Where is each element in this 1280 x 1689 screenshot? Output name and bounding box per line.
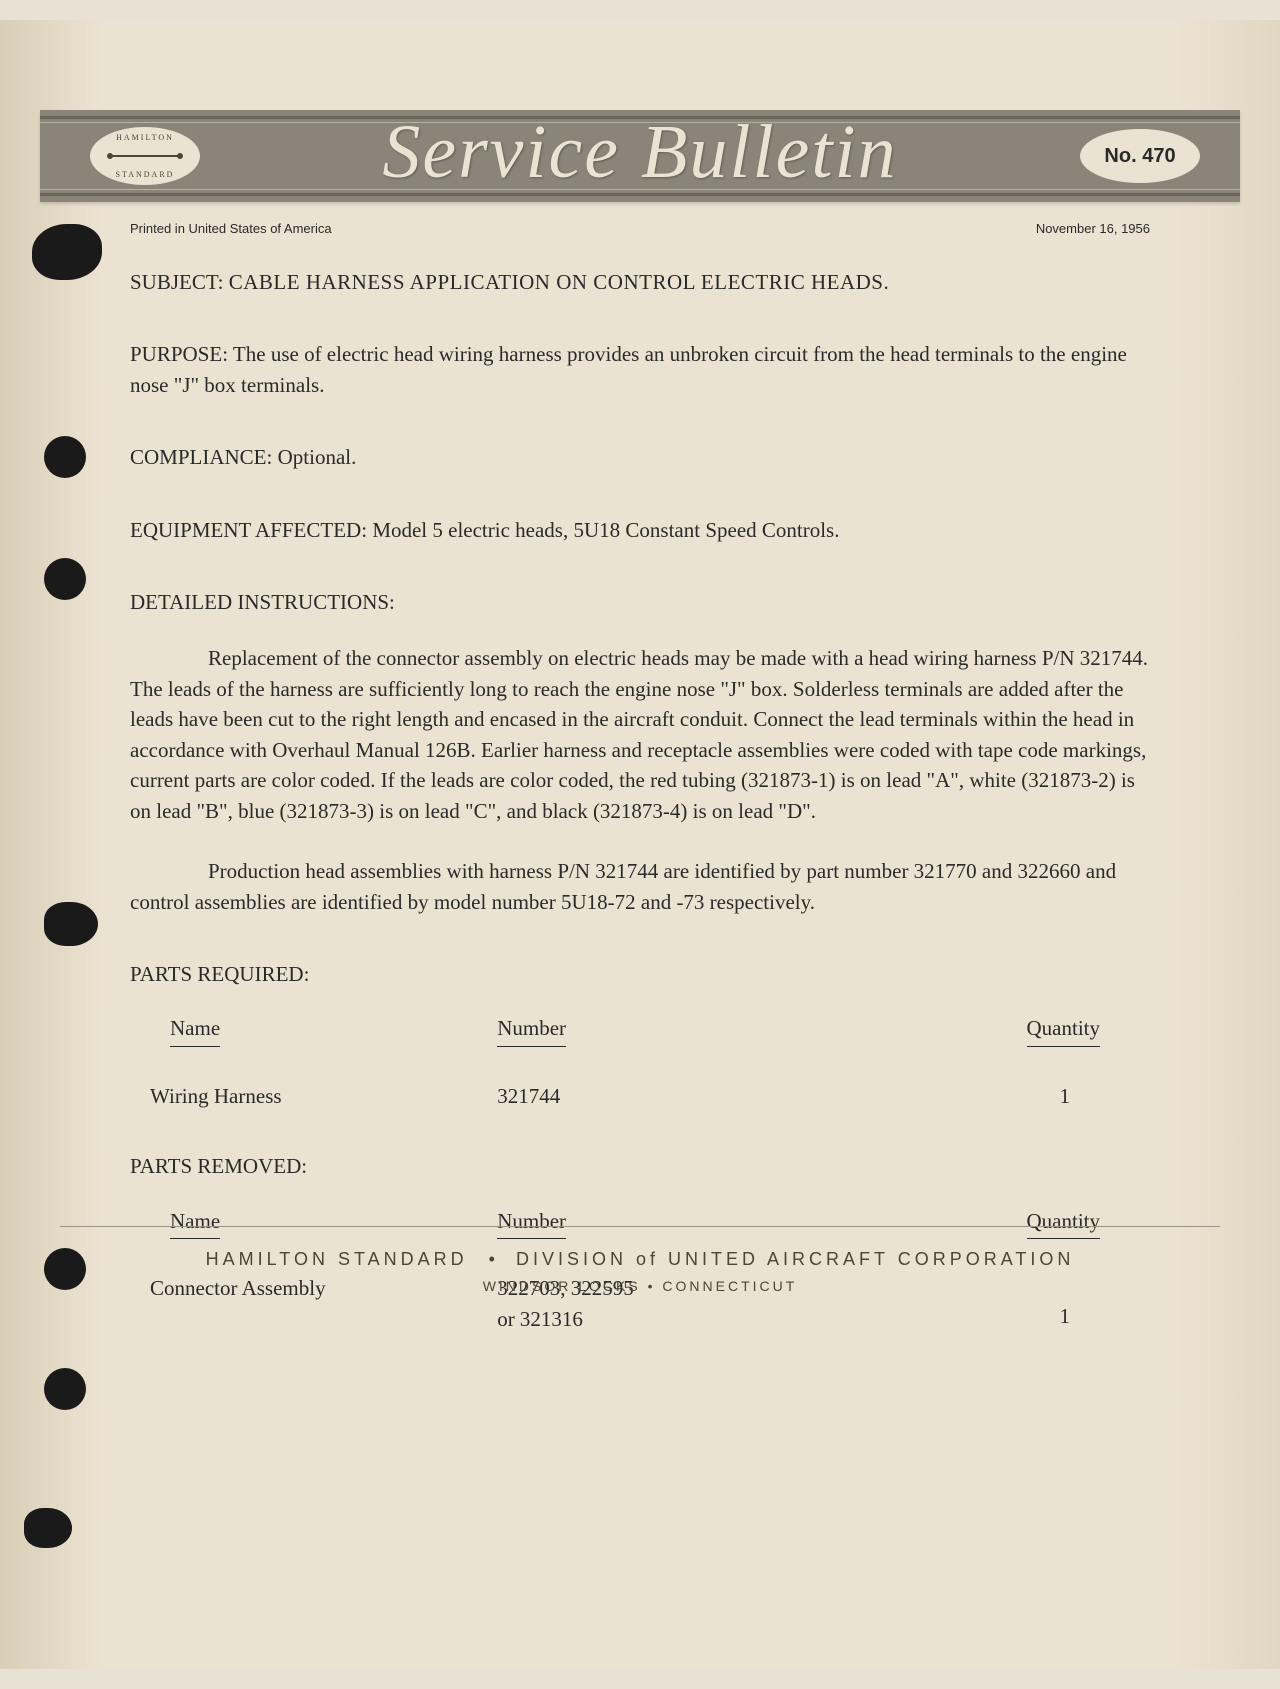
- document-body: Printed in United States of America Nove…: [0, 202, 1280, 1334]
- page: HAMILTON STANDARD Service Bulletin No. 4…: [0, 20, 1280, 1669]
- col-quantity: Quantity: [1027, 1013, 1101, 1046]
- instructions-label: DETAILED INSTRUCTIONS:: [130, 587, 1150, 617]
- footer-line-1: HAMILTON STANDARD • DIVISION of UNITED A…: [60, 1249, 1220, 1270]
- page-footer: HAMILTON STANDARD • DIVISION of UNITED A…: [60, 1226, 1220, 1294]
- parts-removed-heading: PARTS REMOVED:: [130, 1151, 1150, 1181]
- purpose-section: PURPOSE: The use of electric head wiring…: [130, 339, 1150, 400]
- punch-hole-icon: [44, 1368, 86, 1410]
- footer-division: DIVISION of UNITED AIRCRAFT CORPORATION: [516, 1249, 1074, 1269]
- document-date: November 16, 1956: [1036, 220, 1150, 239]
- bulletin-number-badge: No. 470: [1080, 129, 1200, 183]
- instructions-para-1: Replacement of the connector assembly on…: [130, 643, 1150, 826]
- col-number: Number: [497, 1013, 566, 1046]
- propeller-icon: [110, 155, 180, 157]
- subject-section: SUBJECT: CABLE HARNESS APPLICATION ON CO…: [130, 267, 1150, 297]
- cell-name: Wiring Harness: [130, 1053, 497, 1111]
- instructions-section: DETAILED INSTRUCTIONS: Replacement of th…: [130, 587, 1150, 917]
- table-row: Wiring Harness 321744 1: [130, 1053, 1150, 1111]
- col-name: Name: [170, 1013, 220, 1046]
- footer-company: HAMILTON STANDARD: [206, 1249, 468, 1269]
- cell-number: 321744: [497, 1053, 885, 1111]
- equipment-label: EQUIPMENT AFFECTED:: [130, 518, 367, 542]
- logo-text-bottom: STANDARD: [116, 170, 175, 179]
- compliance-value: Optional.: [278, 445, 357, 469]
- equipment-section: EQUIPMENT AFFECTED: Model 5 electric hea…: [130, 515, 1150, 545]
- logo-text-top: HAMILTON: [116, 133, 174, 142]
- parts-required-heading: PARTS REQUIRED:: [130, 959, 1150, 989]
- purpose-value: The use of electric head wiring harness …: [130, 342, 1127, 396]
- cell-qty: 1: [885, 1053, 1150, 1111]
- meta-line: Printed in United States of America Nove…: [130, 220, 1150, 239]
- footer-line-2: WINDSOR LOCKS • CONNECTICUT: [60, 1278, 1220, 1294]
- instructions-para-2: Production head assemblies with harness …: [130, 856, 1150, 917]
- compliance-section: COMPLIANCE: Optional.: [130, 442, 1150, 472]
- header-banner: HAMILTON STANDARD Service Bulletin No. 4…: [40, 110, 1240, 202]
- subject-label: SUBJECT:: [130, 270, 223, 294]
- punch-hole-icon: [44, 436, 86, 478]
- printed-in-label: Printed in United States of America: [130, 220, 332, 239]
- equipment-value: Model 5 electric heads, 5U18 Constant Sp…: [372, 518, 839, 542]
- table-header-row: Name Number Quantity: [130, 1013, 1150, 1052]
- parts-required-table: Name Number Quantity Wiring Harness 3217…: [130, 1013, 1150, 1111]
- punch-hole-icon: [44, 558, 86, 600]
- punch-hole-icon: [44, 902, 98, 946]
- hamilton-standard-logo: HAMILTON STANDARD: [90, 127, 200, 185]
- compliance-label: COMPLIANCE:: [130, 445, 272, 469]
- ink-blot-icon: [32, 224, 102, 280]
- bullet-icon: •: [489, 1249, 495, 1269]
- punch-hole-icon: [24, 1508, 72, 1548]
- punch-hole-icon: [44, 1248, 86, 1290]
- parts-required-section: PARTS REQUIRED: Name Number Quantity Wir…: [130, 959, 1150, 1111]
- purpose-label: PURPOSE:: [130, 342, 228, 366]
